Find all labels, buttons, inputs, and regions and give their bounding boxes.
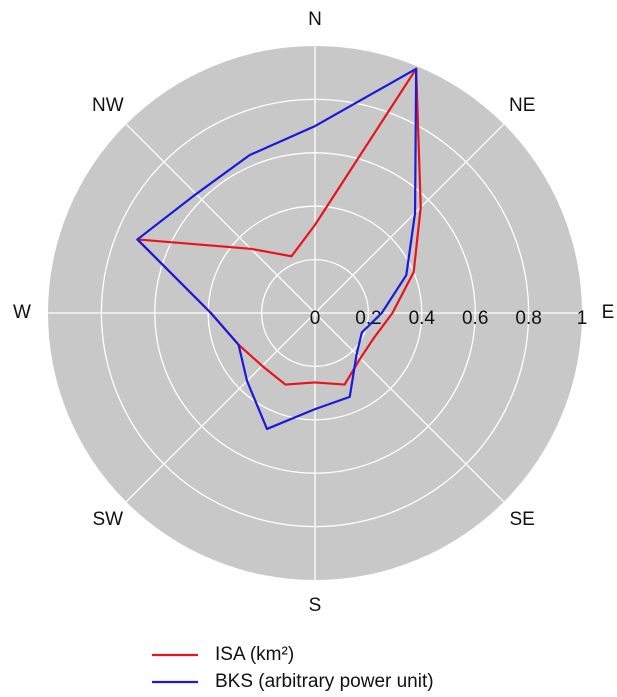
direction-label: SE: [510, 509, 535, 530]
direction-label: E: [602, 302, 615, 323]
legend-label: BKS (arbitrary power unit): [215, 671, 434, 692]
direction-label: S: [309, 595, 322, 616]
spoke: [125, 312, 316, 503]
spoke: [314, 123, 505, 314]
r-tick-label: 0.8: [515, 308, 541, 329]
direction-label: SW: [93, 509, 124, 530]
spoke: [314, 312, 505, 503]
r-tick-label: 0.6: [462, 308, 488, 329]
r-tick-label: 0: [310, 308, 321, 329]
direction-label: NW: [92, 95, 124, 116]
direction-label: W: [13, 302, 31, 323]
r-tick-label: 1: [577, 308, 588, 329]
direction-label: N: [308, 9, 322, 30]
series-line: [136, 67, 422, 386]
series-line: [136, 67, 418, 431]
direction-label: NE: [509, 95, 535, 116]
r-tick-label: 0.4: [409, 308, 436, 329]
legend-label: ISA (km²): [215, 644, 294, 665]
r-tick-label: 0.2: [355, 308, 381, 329]
spoke: [125, 123, 316, 314]
